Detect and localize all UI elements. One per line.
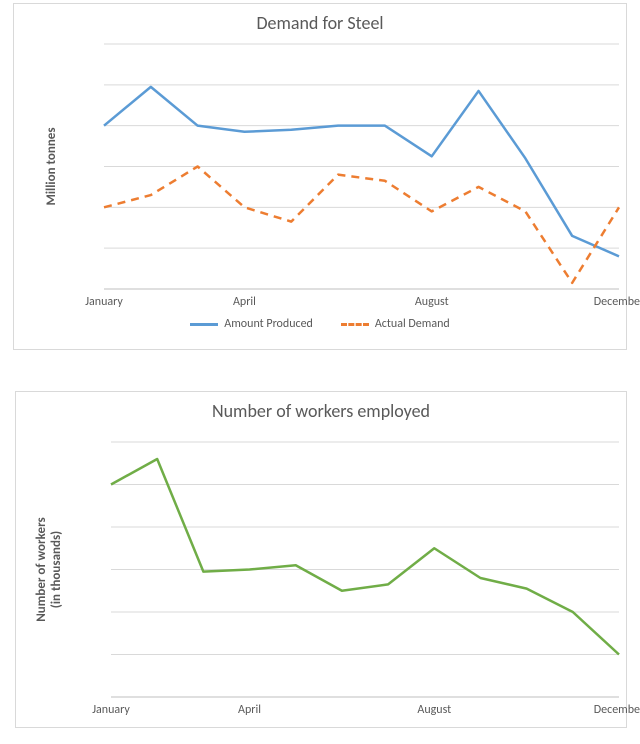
- x-tick-label: April: [204, 295, 284, 309]
- steel-demand-chart-panel: Demand for Steel Million tonnes 01000200…: [13, 3, 627, 350]
- chart-title: Number of workers employed: [16, 400, 626, 422]
- chart-legend: Amount Produced Actual Demand: [14, 317, 626, 331]
- series-line: [104, 87, 619, 256]
- legend-swatch: [190, 323, 218, 326]
- x-tick-label: January: [71, 703, 151, 717]
- chart-plot-area: [104, 44, 619, 289]
- legend-item: Actual Demand: [341, 317, 450, 331]
- workers-chart-panel: Number of workers employed Number of wor…: [15, 391, 627, 728]
- x-tick-label: December: [579, 703, 640, 717]
- chart-title: Demand for Steel: [14, 12, 626, 34]
- x-tick-label: August: [392, 295, 472, 309]
- series-line: [111, 459, 619, 655]
- legend-swatch: [341, 323, 369, 326]
- x-tick-label: December: [579, 295, 640, 309]
- x-tick-label: August: [394, 703, 474, 717]
- legend-item: Amount Produced: [190, 317, 313, 331]
- x-tick-label: January: [64, 295, 144, 309]
- chart-plot-area: [111, 442, 619, 697]
- x-tick-label: April: [210, 703, 290, 717]
- chart-y-axis-label: Million tonnes: [44, 44, 59, 289]
- chart-y-axis-label: Number of workers(in thousands): [34, 442, 64, 697]
